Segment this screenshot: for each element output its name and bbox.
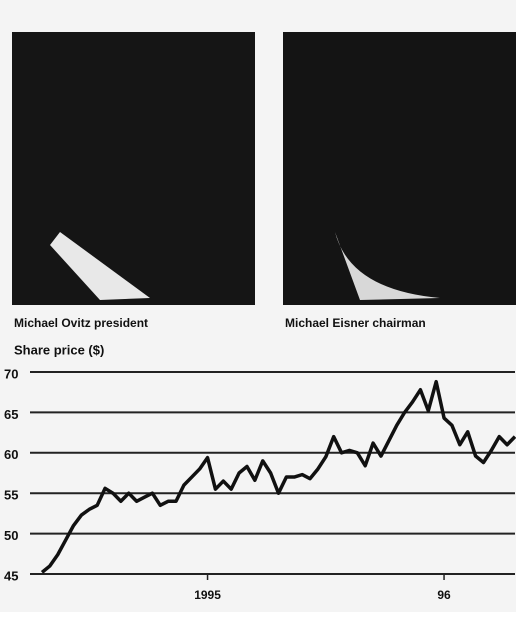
photo [283, 32, 516, 305]
photo-caption: Michael Ovitz president [14, 316, 148, 330]
y-tick-label: 70 [4, 366, 18, 381]
photo-caption: Michael Eisner chairman [285, 316, 426, 330]
y-tick-label: 60 [4, 447, 18, 462]
photo [12, 32, 255, 305]
x-tick-label: 1995 [194, 588, 221, 602]
x-tick-label: 96 [437, 588, 451, 602]
y-tick-label: 45 [4, 568, 18, 583]
y-tick-label: 50 [4, 528, 18, 543]
chart-title: Share price ($) [14, 342, 104, 357]
y-tick-label: 65 [4, 407, 18, 422]
page: Michael Ovitz president Michael Eisner c… [0, 0, 516, 612]
y-tick-label: 55 [4, 488, 18, 503]
